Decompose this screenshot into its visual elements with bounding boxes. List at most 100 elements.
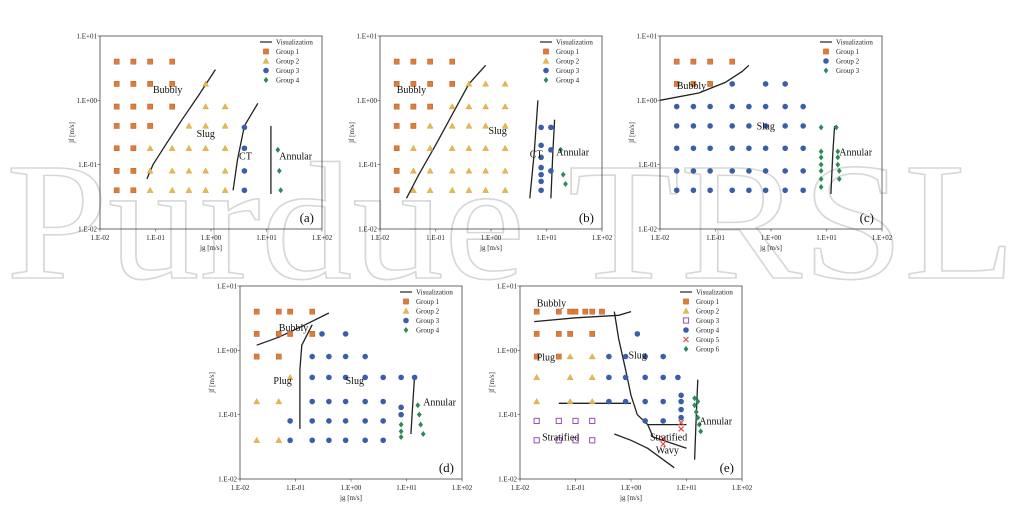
data-point [696, 421, 702, 428]
data-point [287, 331, 293, 337]
data-point [675, 374, 681, 381]
data-point [362, 437, 368, 444]
data-point [762, 81, 769, 87]
data-point [130, 103, 137, 110]
chart-panel-b: 1.E-02 1.E-01 1.E+00 1.E+01 1.E+02 1.E-02 1.E-… [340, 20, 625, 253]
regime-label: Annular [556, 147, 589, 158]
data-point [589, 417, 596, 425]
data-point [221, 144, 229, 151]
data-point [800, 103, 806, 110]
x-axis-label: jg [m/s] [619, 494, 642, 502]
regime-label: Wavy [656, 445, 679, 456]
x-tick-label: 1.E+02 [312, 234, 333, 242]
legend-label: Visualization [556, 39, 593, 47]
chart-panel-c: 1.E-02 1.E-01 1.E+00 1.E+01 1.E+02 1.E-02 1.E-… [620, 20, 905, 253]
data-point [673, 58, 680, 65]
data-point [835, 154, 841, 161]
data-point [622, 353, 629, 360]
data-point [501, 186, 509, 193]
x-tick-label: 1.E-01 [706, 234, 725, 242]
legend-swatch [403, 298, 409, 305]
data-point [147, 103, 153, 110]
data-point [221, 103, 229, 110]
data-point [309, 418, 316, 424]
y-tick-label: 1.E-02 [218, 476, 237, 484]
data-point [426, 167, 434, 174]
panel-tag: (c) [860, 210, 874, 225]
regime-label: Bubbly [537, 299, 566, 310]
data-point [169, 103, 176, 110]
data-point [482, 80, 489, 87]
data-point [582, 308, 589, 315]
legend-swatch [683, 346, 689, 352]
data-point [818, 183, 824, 190]
y-tick-label: 1.E-02 [358, 226, 377, 234]
data-point [342, 331, 349, 337]
y-tick-label: 1.E-01 [78, 161, 97, 169]
data-point [326, 374, 332, 381]
data-point [707, 81, 713, 87]
legend-label: Group 2 [836, 58, 860, 66]
data-point [555, 308, 562, 315]
data-point [690, 168, 697, 174]
data-point [501, 80, 509, 87]
y-tick-label: 1.E-02 [78, 226, 97, 234]
data-point [309, 353, 316, 360]
data-point [380, 374, 386, 381]
data-point [221, 186, 229, 193]
data-point [555, 331, 562, 337]
data-point [113, 187, 120, 194]
data-point [482, 167, 489, 174]
legend-label: Visualization [416, 289, 453, 297]
x-axis-label: jg [m/s] [199, 244, 222, 252]
data-point [427, 81, 433, 87]
x-tick-label: 1.E-01 [426, 234, 445, 242]
data-point [326, 353, 332, 360]
data-point [818, 148, 824, 155]
data-point [782, 81, 788, 87]
data-point [533, 374, 540, 380]
regime-label: Bubbly [397, 85, 426, 96]
regime-label: Slug [346, 376, 364, 387]
chart-svg: 1.E-02 1.E-01 1.E+00 1.E+01 1.E+02 1.E-02 1.E-… [628, 33, 893, 253]
panel-tag: (d) [439, 460, 454, 475]
data-point [465, 80, 473, 87]
data-point [555, 353, 562, 360]
data-point [678, 406, 684, 413]
data-point [660, 353, 666, 360]
data-point [398, 404, 404, 411]
legend-swatch [543, 48, 549, 55]
panel-tag: (b) [579, 210, 594, 225]
legend-swatch [542, 57, 550, 64]
data-point [482, 144, 489, 151]
visualization-boundary-line [830, 125, 836, 195]
legend-label: Group 1 [836, 48, 860, 56]
data-point [555, 437, 562, 444]
data-point [673, 103, 680, 110]
data-point [482, 103, 489, 110]
data-point [398, 421, 404, 428]
visualization-boundary-line [405, 64, 487, 199]
y-tick-label: 1.E+01 [497, 283, 518, 291]
legend-swatch [683, 298, 689, 305]
data-point [762, 103, 769, 110]
data-point [202, 122, 209, 129]
data-point [410, 103, 417, 110]
x-tick-label: 1.E+01 [536, 234, 557, 242]
regime-label: Bubbly [677, 81, 706, 92]
data-point [241, 187, 248, 194]
legend-swatch [543, 77, 549, 83]
data-point [836, 175, 842, 182]
data-point [572, 437, 579, 444]
data-point [426, 122, 434, 129]
data-point [465, 103, 473, 110]
y-tick-label: 1.E+00 [497, 347, 518, 355]
data-point [818, 154, 824, 161]
data-point [342, 418, 349, 424]
data-point [147, 81, 153, 87]
data-point [818, 175, 824, 182]
regime-label: Slug [488, 126, 506, 137]
data-point [622, 374, 629, 381]
data-point [589, 437, 596, 444]
data-point [415, 402, 421, 409]
